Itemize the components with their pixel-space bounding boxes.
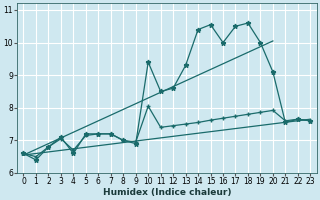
X-axis label: Humidex (Indice chaleur): Humidex (Indice chaleur) xyxy=(103,188,231,197)
